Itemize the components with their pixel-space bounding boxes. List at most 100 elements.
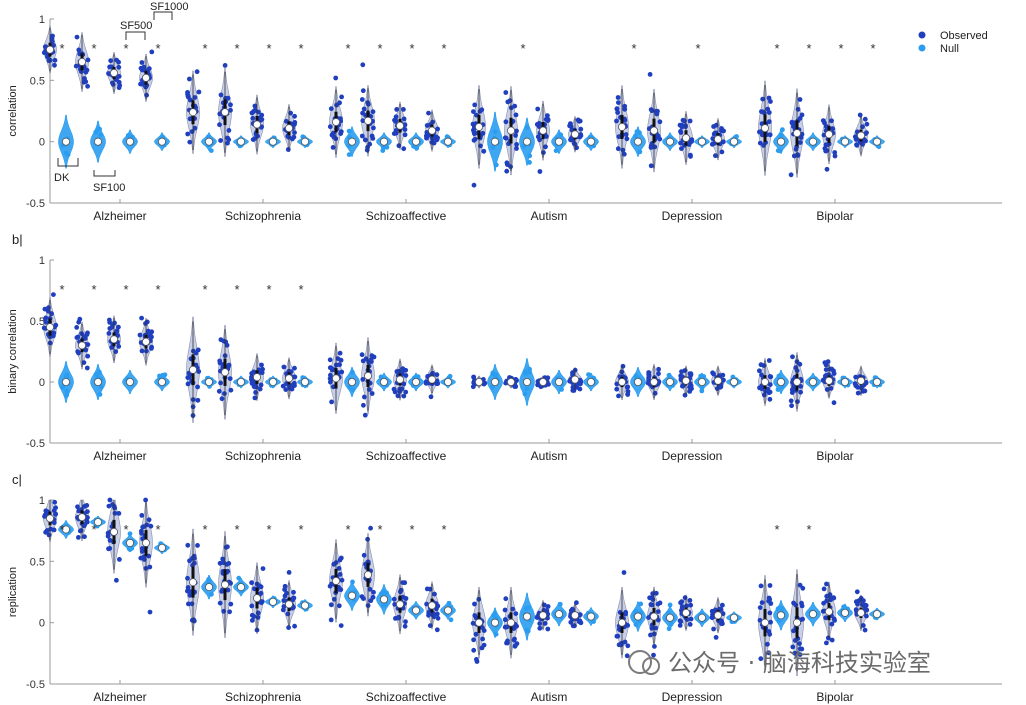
median-marker bbox=[395, 375, 404, 384]
observed-violin bbox=[423, 109, 440, 152]
observed-violin bbox=[852, 365, 869, 396]
median-marker bbox=[490, 137, 499, 146]
data-point bbox=[251, 369, 257, 375]
median-marker bbox=[379, 595, 388, 604]
observed-violin bbox=[820, 581, 837, 646]
significance-star: * bbox=[91, 522, 96, 537]
null-violin bbox=[233, 135, 249, 149]
y-tick-label: -0.5 bbox=[26, 438, 45, 450]
null-violin bbox=[408, 372, 424, 392]
data-point bbox=[398, 587, 404, 593]
median-marker bbox=[236, 137, 245, 146]
data-point bbox=[361, 552, 367, 558]
data-point bbox=[74, 34, 80, 40]
data-point bbox=[860, 623, 866, 628]
median-marker bbox=[714, 376, 723, 385]
category-label: Alzheimer bbox=[93, 449, 146, 463]
data-point bbox=[852, 381, 858, 386]
data-point bbox=[218, 337, 224, 343]
median-marker bbox=[841, 377, 850, 386]
data-point bbox=[832, 153, 838, 159]
data-point bbox=[260, 366, 265, 372]
median-marker bbox=[555, 610, 564, 619]
data-point bbox=[224, 342, 230, 348]
data-point bbox=[402, 623, 408, 629]
data-point bbox=[63, 150, 69, 156]
data-point bbox=[432, 591, 437, 597]
significance-star: * bbox=[377, 41, 382, 56]
median-marker bbox=[157, 137, 166, 146]
data-point bbox=[623, 609, 629, 615]
data-point bbox=[147, 333, 153, 339]
data-point bbox=[824, 581, 829, 587]
data-point bbox=[85, 83, 90, 89]
null-violin bbox=[583, 372, 599, 392]
data-point bbox=[395, 393, 401, 399]
data-point bbox=[657, 136, 663, 142]
data-point bbox=[282, 593, 288, 599]
data-point bbox=[346, 152, 352, 158]
data-point bbox=[471, 637, 476, 643]
median-marker bbox=[793, 618, 802, 627]
observed-violin bbox=[249, 353, 265, 401]
median-marker bbox=[110, 335, 119, 344]
data-point bbox=[668, 621, 674, 627]
data-point bbox=[226, 127, 232, 133]
data-point bbox=[623, 132, 629, 137]
data-point bbox=[656, 366, 661, 372]
median-marker bbox=[427, 375, 436, 384]
median-marker bbox=[284, 374, 293, 383]
null-violin bbox=[805, 372, 821, 392]
median-marker bbox=[110, 527, 119, 536]
data-point bbox=[249, 380, 255, 385]
significance-star: * bbox=[59, 41, 64, 56]
data-point bbox=[147, 609, 153, 615]
data-point bbox=[216, 388, 222, 394]
significance-star: * bbox=[806, 41, 811, 56]
data-point bbox=[149, 344, 155, 350]
null-violin bbox=[90, 120, 106, 163]
significance-star: * bbox=[631, 41, 636, 56]
data-point bbox=[430, 119, 436, 125]
data-point bbox=[829, 637, 835, 643]
data-point bbox=[646, 615, 651, 620]
median-marker bbox=[698, 613, 707, 622]
significance-star: * bbox=[441, 522, 446, 537]
data-point bbox=[535, 106, 541, 112]
significance-star: * bbox=[155, 282, 160, 297]
data-point bbox=[401, 393, 407, 399]
median-marker bbox=[252, 120, 261, 129]
data-point bbox=[684, 603, 689, 609]
data-point bbox=[689, 139, 694, 144]
data-point bbox=[222, 391, 227, 396]
data-point bbox=[360, 88, 366, 94]
data-point bbox=[830, 126, 835, 131]
observed-violin bbox=[217, 531, 234, 638]
median-marker bbox=[682, 376, 691, 385]
median-marker bbox=[411, 606, 420, 615]
observed-violin bbox=[359, 525, 376, 617]
data-point bbox=[823, 367, 829, 372]
data-point bbox=[350, 579, 355, 585]
data-point bbox=[616, 100, 621, 105]
data-point bbox=[824, 640, 829, 646]
data-point bbox=[249, 580, 255, 586]
data-point bbox=[327, 124, 333, 130]
data-point bbox=[144, 92, 150, 98]
null-violin bbox=[344, 367, 360, 397]
median-marker bbox=[730, 613, 739, 622]
data-point bbox=[683, 124, 688, 130]
data-point bbox=[138, 555, 144, 561]
data-point bbox=[649, 144, 655, 150]
data-point bbox=[823, 615, 829, 621]
data-point bbox=[625, 384, 631, 390]
data-point bbox=[652, 390, 658, 396]
y-tick-label: -0.5 bbox=[26, 198, 45, 210]
data-point bbox=[679, 604, 685, 610]
annotation-dk: DK bbox=[54, 172, 70, 184]
null-violin bbox=[297, 134, 313, 148]
data-point bbox=[391, 596, 397, 602]
data-point bbox=[510, 606, 516, 612]
median-marker bbox=[141, 73, 150, 82]
data-point bbox=[249, 603, 255, 609]
